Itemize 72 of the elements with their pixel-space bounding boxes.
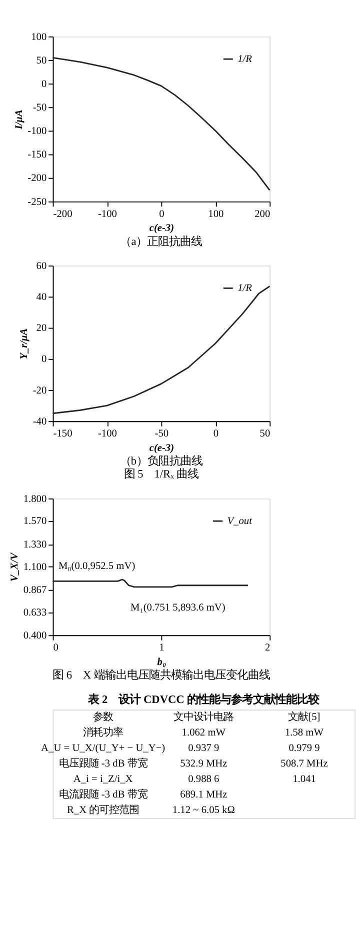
x-tick-label: 1: [159, 642, 164, 654]
x-axis-title: c(e-3): [149, 223, 174, 234]
category-label: 电流跟随 -3 dB 带宽: [58, 790, 148, 801]
x-tick-label: 0: [159, 209, 164, 220]
legend-label: 1/R: [238, 283, 253, 294]
y-tick-label: -100: [28, 126, 47, 138]
x-tick-label: -200: [53, 209, 72, 220]
y-tick-label: 1.100: [23, 562, 47, 574]
text: 532.9 MHz: [180, 758, 228, 770]
category-label: 参数: [93, 711, 114, 724]
annotation: M₁(0.751 5,893.6 mV): [130, 602, 226, 614]
y-tick-label: 1.570: [23, 516, 47, 528]
x-tick-label: 0: [213, 428, 219, 440]
text: 1.062 mW: [182, 728, 226, 739]
x-tick-label: 200: [254, 209, 270, 220]
annotation: M₀(0.0,952.5 mV): [58, 560, 136, 572]
x-tick-label: 50: [260, 428, 270, 440]
y-tick-label: 1.800: [23, 494, 47, 505]
y-tick-label: 0: [41, 354, 47, 366]
text: 0.979 9: [288, 743, 320, 754]
x-tick-label: 0: [53, 642, 58, 654]
category-label: A_i = i_Z/i_X: [73, 774, 133, 786]
text: （a）正阻抗曲线: [120, 234, 202, 248]
x-axis-title: c(e-3): [149, 442, 174, 454]
y-tick-label: -250: [28, 196, 47, 208]
text: 1.58 mW: [284, 728, 324, 739]
y-tick-label: -50: [32, 102, 47, 114]
y-tick-label: 20: [36, 323, 47, 334]
text: 0.988 6: [188, 774, 220, 786]
y-tick-label: 60: [36, 260, 47, 272]
y-tick-label: -150: [28, 150, 47, 161]
category-label: A_U = U_X/(U_Y+ − U_Y−): [41, 743, 166, 754]
y-tick-label: 0.867: [23, 584, 47, 596]
text: 1.041: [292, 774, 316, 786]
legend-label: V_out: [227, 516, 254, 527]
text: 508.7 MHz: [280, 758, 328, 770]
y-axis-title: V_X/V: [10, 552, 21, 582]
caption: 图 6 X 端输出电压随共模输出电压变化曲线: [52, 668, 270, 682]
y-axis-title: I/μA: [14, 110, 26, 130]
category-label: 文中设计电路: [174, 711, 234, 724]
y-tick-label: -20: [32, 385, 47, 396]
category-label: 消耗功率: [83, 728, 124, 739]
x-tick-label: -100: [98, 428, 117, 440]
y-tick-label: 0: [41, 78, 47, 90]
x-tick-label: -50: [154, 428, 169, 440]
y-tick-label: 100: [31, 32, 47, 43]
text: 表 2 设计 CDVCC 的性能与参考文献性能比较: [87, 693, 320, 706]
y-tick-label: 1.330: [23, 540, 47, 551]
y-tick-label: 50: [36, 55, 47, 66]
line-series: [52, 286, 270, 414]
y-tick-label: -200: [28, 173, 47, 184]
y-tick-label: 0.400: [23, 630, 47, 642]
line-series: [52, 56, 270, 191]
y-tick-label: -40: [32, 416, 47, 428]
legend-label: 1/R: [238, 54, 253, 65]
x-tick-label: 2: [264, 642, 270, 654]
category-label: 文献[5]: [288, 711, 320, 724]
y-tick-label: 0.633: [23, 608, 47, 619]
text: 0.937 9: [188, 743, 220, 754]
text: 1.12 ~ 6.05 kΩ: [172, 805, 235, 816]
category-label: 电压跟随 -3 dB 带宽: [58, 758, 148, 770]
text: 689.1 MHz: [180, 790, 228, 801]
category-label: R_X 的可控范围: [67, 805, 140, 816]
x-tick-label: -150: [53, 428, 72, 440]
caption: 图 5 1/Rₓ 曲线: [124, 468, 199, 481]
x-axis-title: b₀: [157, 656, 166, 668]
line-series: [52, 578, 249, 588]
y-tick-label: 40: [36, 292, 47, 303]
x-tick-label: -100: [98, 209, 117, 220]
y-axis-title: Y_r/μA: [19, 328, 30, 360]
text: （b）负阻抗曲线: [120, 454, 203, 468]
x-tick-label: 100: [208, 209, 224, 220]
